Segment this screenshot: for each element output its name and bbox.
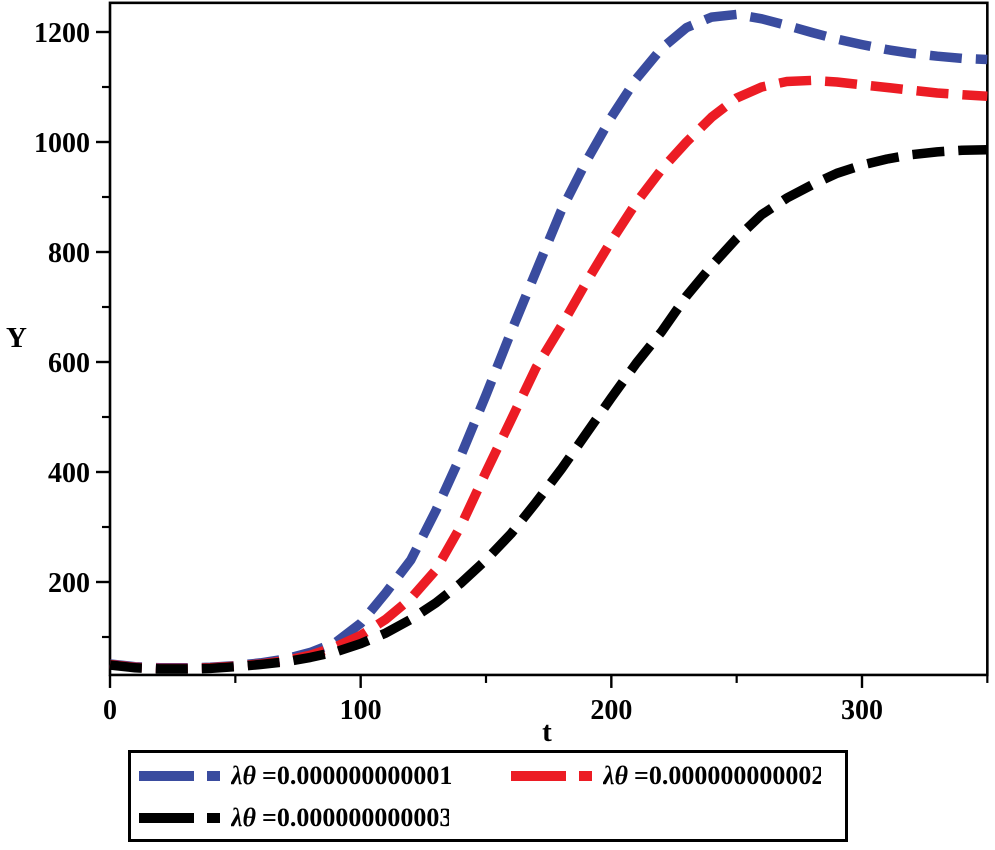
legend-label: λθ =0.000000000003 [231,803,449,832]
legend-short-dash [579,771,592,781]
legend-short-dash [207,771,220,781]
y-tick-label: 600 [48,348,90,379]
legend-dash-sample [139,813,220,823]
legend-long-dash [139,771,194,781]
series-line-3 [109,144,988,674]
legend-entry-2: λθ =0.000000000002 [511,755,841,797]
x-tick-label: 100 [340,695,382,726]
legend-dash-sample [511,771,592,781]
x-tick-label: 0 [103,695,117,726]
legend-label: λθ =0.000000000002 [603,761,821,790]
legend-short-dash [207,813,220,823]
legend-entry-3: λθ =0.000000000003 [139,797,511,839]
legend-long-dash [511,771,566,781]
legend-label: λθ =0.000000000001 [231,761,453,790]
y-tick-label: 800 [48,238,90,269]
legend-entry-1: λθ =0.000000000001 [139,755,511,797]
y-axis-label: Y [6,322,27,354]
y-tick-label: 400 [48,458,90,489]
x-axis-label: t [542,716,552,748]
legend-long-dash [139,813,194,823]
y-tick-label: 1200 [34,18,90,49]
y-tick-label: 1000 [34,128,90,159]
legend-dash-sample [139,771,220,781]
x-tick-label: 200 [590,695,632,726]
y-tick-label: 200 [48,568,90,599]
series-line-2 [109,75,988,674]
legend: λθ =0.000000000001 λθ =0.000000000002 λθ =0.0… [128,750,848,842]
plot-frame [108,1,989,677]
x-tick-label: 300 [841,695,883,726]
